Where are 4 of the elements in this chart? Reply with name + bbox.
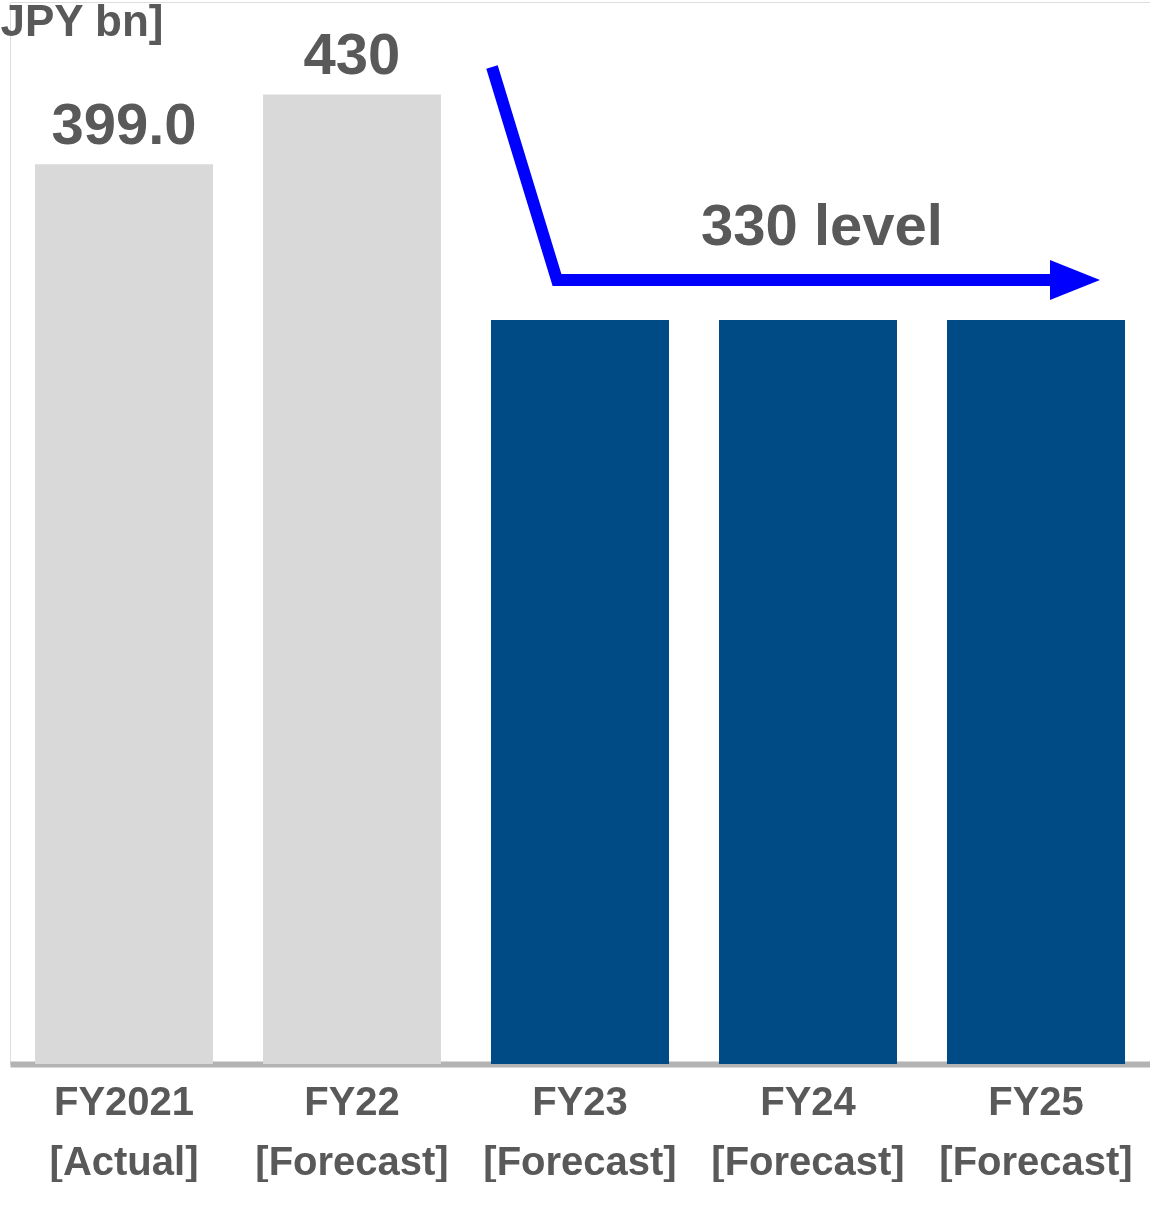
data-label: 430 [303, 21, 401, 87]
annotation: 330 level [701, 192, 943, 257]
y-axis-title: JPY bn] [0, 0, 164, 45]
data-label: 399.0 [51, 91, 197, 157]
